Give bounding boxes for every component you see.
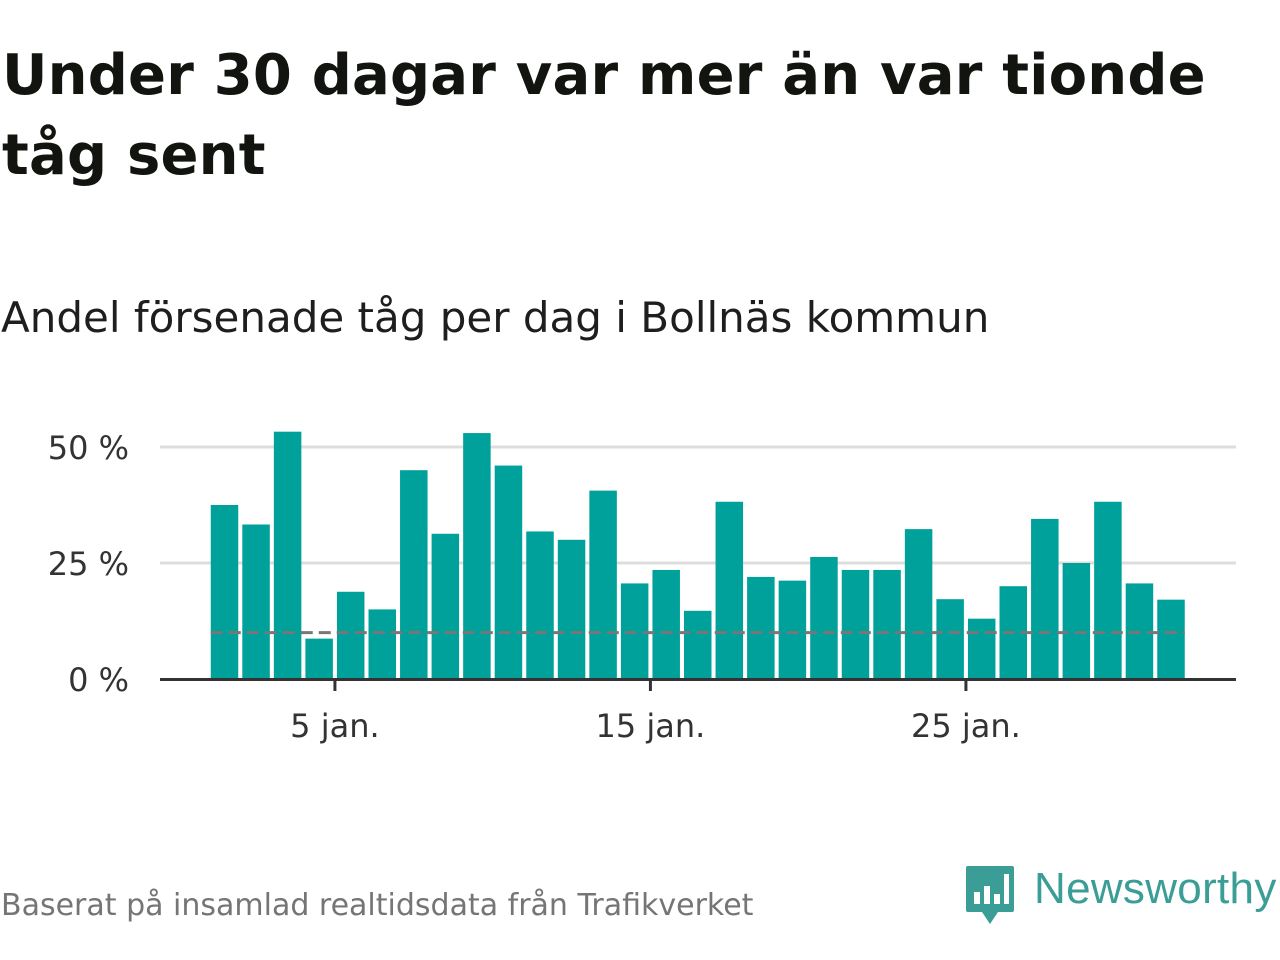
axes: 0 % 25 % 50 % 5 jan. 15 jan. 25 jan. — [48, 429, 1236, 745]
bar — [810, 556, 838, 679]
bar — [305, 638, 333, 679]
bar — [494, 465, 523, 679]
bar — [210, 505, 239, 679]
headline: Under 30 dagar var mer än var tionde tåg… — [2, 43, 1206, 188]
bar — [778, 580, 807, 679]
bar — [589, 490, 617, 679]
bar — [368, 609, 396, 679]
bar — [1094, 501, 1122, 679]
chart-title: Andel försenade tåg per dag i Bollnäs ko… — [1, 293, 990, 342]
bar — [242, 524, 270, 679]
bar — [400, 470, 428, 679]
bar — [1157, 599, 1185, 679]
bar — [967, 618, 996, 679]
bar-series — [210, 431, 1185, 679]
bar — [747, 576, 775, 679]
x-tick-label: 5 jan. — [290, 707, 379, 745]
y-tick-label: 25 % — [48, 545, 129, 583]
bar — [526, 531, 554, 679]
bar — [1031, 518, 1059, 679]
bar — [715, 501, 744, 679]
x-tick-label: 15 jan. — [596, 707, 706, 745]
bar — [873, 569, 901, 679]
gridlines — [160, 445, 1236, 565]
brand-name: Newsworthy — [1034, 864, 1277, 913]
bar — [904, 529, 933, 679]
y-tick-label: 50 % — [48, 429, 129, 467]
bar — [652, 569, 680, 679]
bar — [336, 591, 365, 679]
brand-logo: Newsworthy — [964, 862, 1277, 928]
source-note: Baserat på insamlad realtidsdata från Tr… — [1, 888, 754, 923]
bar — [841, 569, 870, 679]
bar — [557, 539, 586, 679]
bar — [684, 610, 712, 679]
newsworthy-logo-icon — [966, 866, 1014, 924]
bar — [936, 599, 964, 679]
x-tick-label: 25 jan. — [911, 707, 1021, 745]
bar — [463, 433, 491, 679]
bar — [431, 533, 460, 679]
y-tick-label: 0 % — [68, 661, 129, 699]
bar — [273, 431, 302, 679]
bar — [1062, 563, 1091, 679]
